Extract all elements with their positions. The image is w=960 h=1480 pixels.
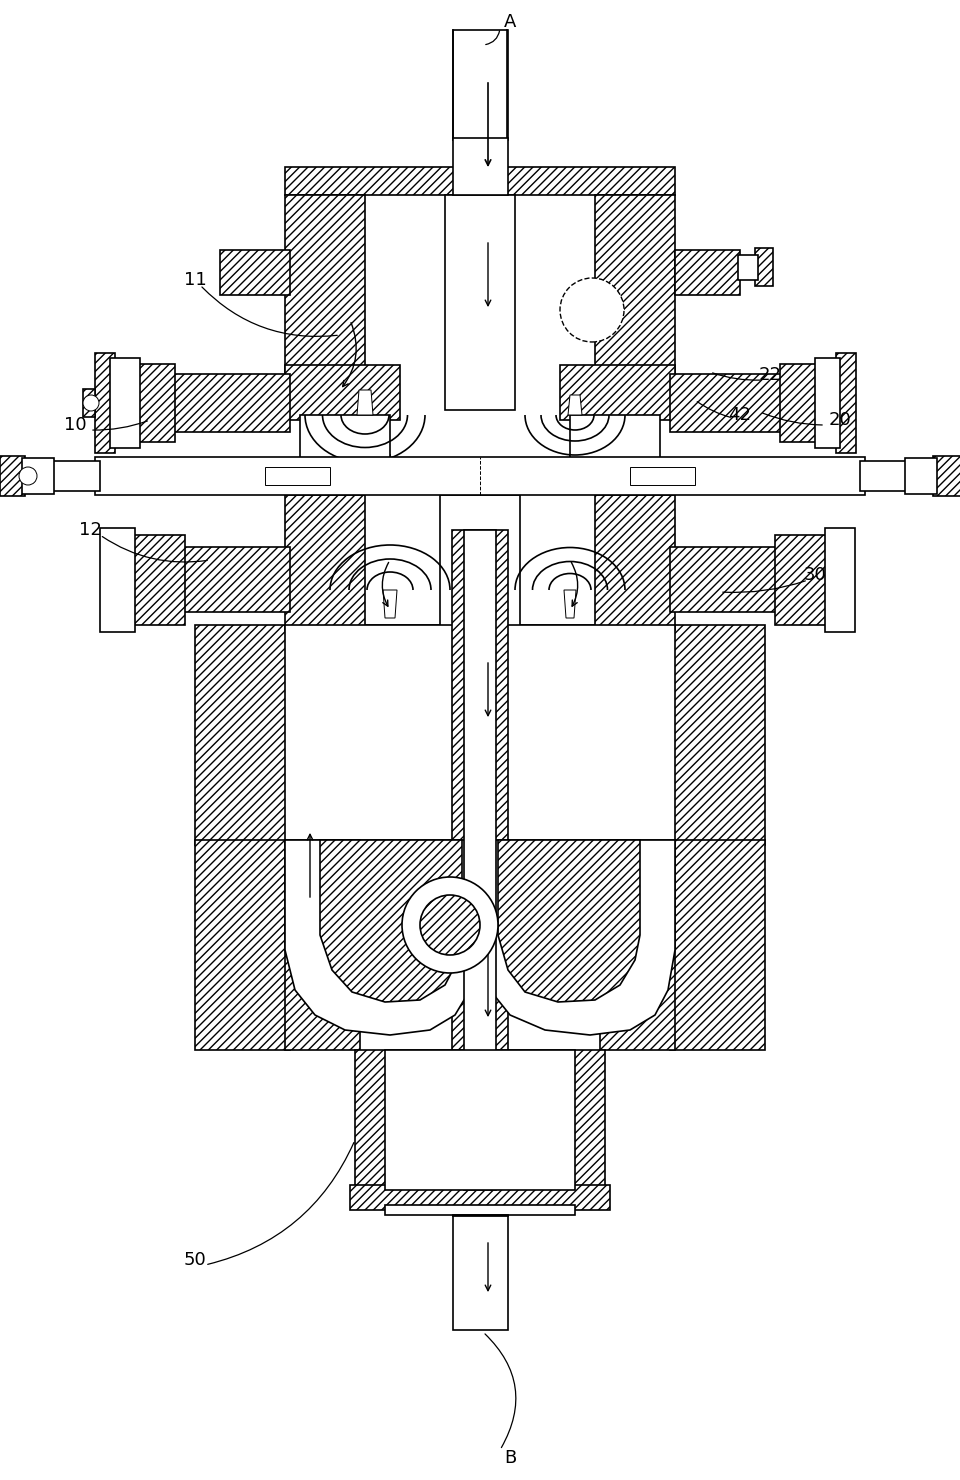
Text: A: A (504, 13, 516, 31)
Polygon shape (564, 591, 576, 619)
Polygon shape (320, 841, 462, 1002)
Bar (0, 456, 25, 496)
Text: 30: 30 (804, 565, 827, 585)
Bar (836, 354, 856, 453)
Bar (170, 374, 290, 432)
Bar (905, 457, 937, 494)
Bar (453, 138, 508, 195)
Bar (780, 364, 818, 443)
Circle shape (19, 468, 37, 485)
Text: 20: 20 (828, 411, 852, 429)
Text: 50: 50 (183, 1251, 206, 1268)
Bar (285, 494, 365, 630)
Bar (560, 366, 675, 420)
Text: 11: 11 (183, 271, 206, 289)
Bar (130, 534, 185, 625)
Bar (195, 625, 765, 845)
Bar (285, 195, 365, 410)
Bar (440, 494, 520, 630)
Bar (50, 460, 100, 491)
Text: 22: 22 (758, 366, 781, 383)
Polygon shape (357, 391, 373, 414)
Bar (570, 414, 660, 460)
Polygon shape (498, 841, 640, 1002)
Circle shape (402, 878, 498, 972)
Bar (285, 841, 360, 1049)
Bar (630, 468, 695, 485)
Text: 10: 10 (63, 416, 86, 434)
Bar (135, 364, 175, 443)
Bar (452, 530, 508, 1190)
Bar (385, 1205, 575, 1215)
Bar (738, 255, 758, 280)
Text: B: B (504, 1449, 516, 1467)
Bar (600, 841, 675, 1049)
Bar (285, 167, 675, 195)
Bar (300, 414, 390, 460)
Bar (445, 195, 515, 410)
Bar (670, 548, 780, 613)
Polygon shape (480, 841, 675, 1035)
Bar (22, 457, 54, 494)
Bar (453, 30, 508, 141)
Bar (285, 366, 400, 420)
Polygon shape (285, 841, 480, 1035)
Text: 12: 12 (79, 521, 102, 539)
Bar (933, 456, 960, 496)
Bar (670, 374, 785, 432)
Bar (285, 625, 675, 845)
Polygon shape (568, 395, 582, 414)
Bar (755, 249, 773, 286)
Bar (83, 389, 95, 417)
Bar (825, 528, 855, 632)
Bar (385, 1049, 575, 1190)
Bar (350, 1185, 610, 1211)
Bar (195, 841, 290, 1049)
Bar (464, 530, 496, 1190)
Bar (265, 468, 330, 485)
Bar (595, 195, 675, 410)
Circle shape (83, 395, 99, 411)
Bar (570, 454, 650, 480)
Bar (220, 250, 290, 295)
Circle shape (420, 895, 480, 955)
Bar (95, 354, 115, 453)
Bar (675, 250, 740, 295)
Bar (180, 548, 290, 613)
Bar (860, 460, 910, 491)
Bar (670, 841, 765, 1049)
Bar (310, 454, 390, 480)
Polygon shape (383, 591, 397, 619)
Bar (110, 358, 140, 448)
Bar (595, 494, 675, 630)
Circle shape (560, 278, 624, 342)
Bar (775, 534, 830, 625)
Bar (355, 1049, 605, 1190)
Bar (453, 1215, 508, 1331)
Bar (95, 457, 865, 494)
Bar (100, 528, 135, 632)
Bar (815, 358, 840, 448)
Text: 42: 42 (729, 406, 752, 423)
